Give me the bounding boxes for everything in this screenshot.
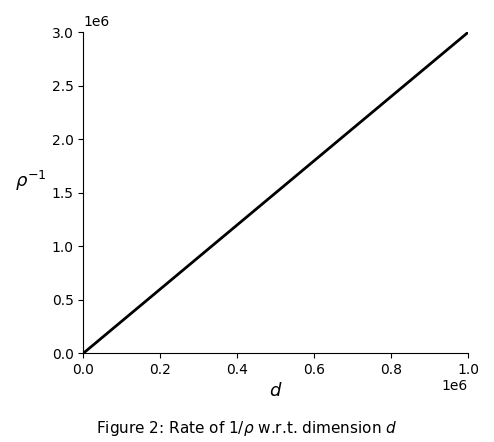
Text: 1e6: 1e6 [83, 15, 110, 29]
X-axis label: $d$: $d$ [269, 382, 283, 400]
Text: Figure 2: Rate of $1/\rho$ w.r.t. dimension $d$: Figure 2: Rate of $1/\rho$ w.r.t. dimens… [96, 419, 398, 438]
Y-axis label: $\rho^{-1}$: $\rho^{-1}$ [15, 169, 46, 193]
Text: 1e6: 1e6 [442, 379, 468, 393]
